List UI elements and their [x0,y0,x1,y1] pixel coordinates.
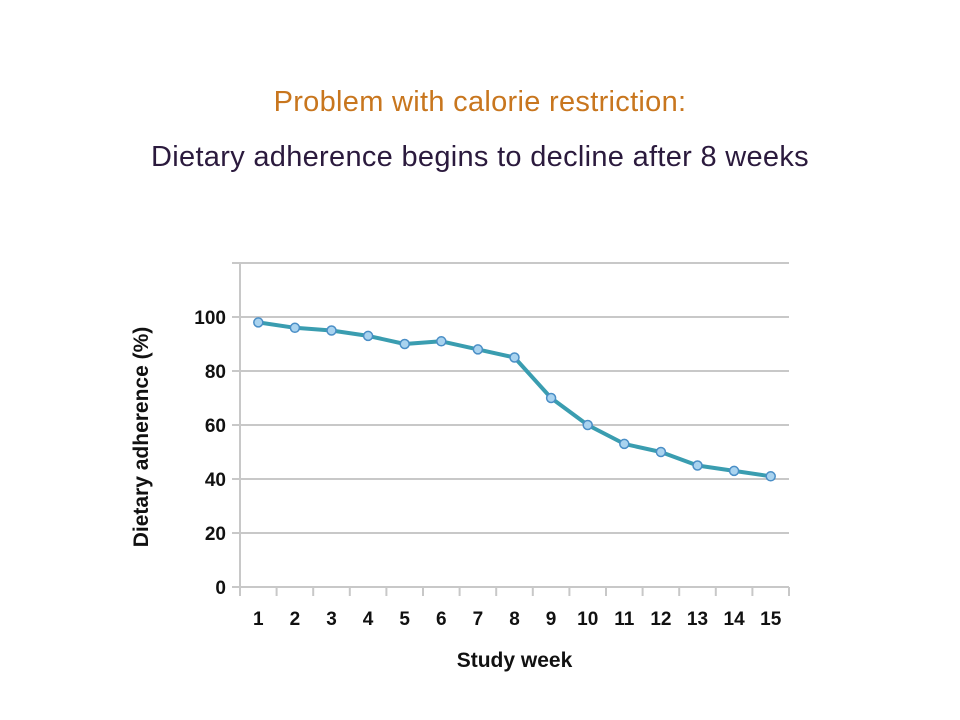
x-tick-label: 4 [363,609,374,630]
slide-title: Problem with calorie restriction: [273,86,687,118]
y-tick-label: 0 [215,578,226,599]
x-tick-label: 6 [436,609,447,630]
grid-lines [240,262,789,588]
x-tick-label: 13 [687,609,708,630]
x-tick-label: 14 [724,609,746,630]
slide-subtitle: Dietary adherence begins to decline afte… [151,141,809,173]
axes [232,262,790,596]
axis-titles: Study week Dietary adherence (%) [130,327,573,672]
x-tick-label: 5 [399,609,410,630]
y-tick-label: 60 [205,416,226,437]
data-point [655,446,667,458]
data-point [728,465,740,477]
data-point [399,338,410,350]
y-axis-title: Dietary adherence (%) [130,327,153,548]
x-axis-title: Study week [457,649,573,672]
x-tick-label: 9 [546,609,557,630]
data-point [765,471,776,482]
data-point [582,419,593,431]
data-point [545,392,557,404]
data-point [362,330,374,342]
data-point [436,336,447,347]
data-point [472,344,484,355]
data-point [289,322,301,334]
x-tick-label: 15 [760,609,782,630]
x-tick-label: 12 [650,609,671,630]
data-point [509,352,520,363]
x-tick-label: 10 [577,609,598,630]
x-tick-label: 7 [473,609,484,630]
data-point [326,325,337,336]
series [253,317,776,482]
data-point [692,460,703,471]
y-tick-label: 20 [205,524,226,545]
series-line [258,320,771,479]
x-tick-label: 2 [290,609,301,630]
data-point [253,317,264,328]
x-tick-label: 11 [614,609,635,630]
y-tick-label: 80 [205,362,226,383]
x-tick-label: 3 [326,609,337,630]
y-tick-label: 40 [205,470,226,491]
y-tick-label: 100 [194,308,226,329]
x-tick-label: 1 [253,609,264,630]
data-point [619,438,630,450]
x-tick-label: 8 [509,609,520,630]
